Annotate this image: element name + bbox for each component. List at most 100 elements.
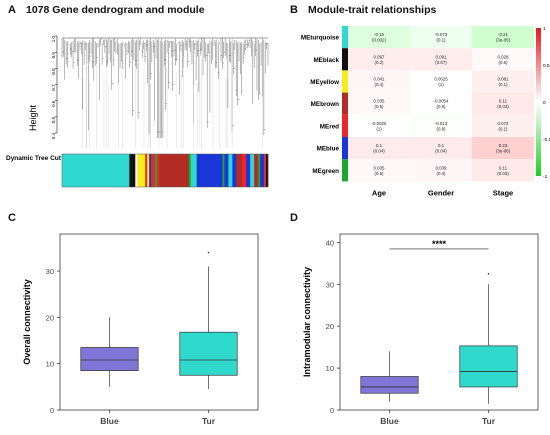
correlation-value: 0.11 [499, 165, 508, 170]
y-tick-label: 40 [326, 238, 334, 247]
module-swatch [342, 114, 348, 137]
correlation-value: 0.035 [374, 165, 386, 170]
correlation-value: 0.091 [436, 54, 448, 59]
panel-b-title: Module-trait relationships [308, 4, 437, 16]
p-value: (0.4) [374, 82, 384, 87]
significance-stars: **** [432, 239, 447, 249]
p-value: (3e-05) [496, 38, 511, 43]
p-value: (0.04) [373, 149, 385, 154]
correlation-value: 0.11 [499, 99, 508, 104]
correlation-value: 0.1 [376, 143, 383, 148]
colorbar-tick-label: 0.5 [543, 63, 550, 69]
module-band [147, 154, 150, 187]
p-value: (0.5) [374, 104, 384, 109]
dendrogram-y-tick-label: 0.6 [51, 100, 56, 107]
panel-a-title: 1078 Gene dendrogram and module [26, 4, 205, 16]
correlation-value: -0.013 [435, 121, 448, 126]
dendrogram-y-label: Height [28, 104, 38, 131]
module-name: MEturquoise [301, 35, 340, 42]
y-tick-label: 0 [330, 406, 334, 415]
module-name: MEgreen [312, 168, 339, 175]
module-band [129, 154, 136, 187]
p-value: (0.07) [435, 60, 447, 65]
heatmap-cell [410, 159, 472, 182]
panel-a-letter: A [8, 4, 16, 16]
p-value: (0.9) [436, 104, 446, 109]
y-tick-label: 10 [46, 360, 54, 369]
heatmap-cell [410, 70, 472, 93]
p-value: (0.002) [372, 38, 386, 43]
module-band [228, 154, 233, 187]
box-body [80, 347, 139, 371]
overall-connectivity-boxplot: Overall connectivity 0 10 20 30 Blue Tur [22, 233, 259, 426]
heatmap-cell [410, 48, 472, 71]
module-band [264, 154, 267, 187]
module-band [157, 154, 160, 187]
module-band [196, 154, 223, 187]
heatmap-cell [472, 26, 534, 49]
p-value: (0.03) [497, 104, 509, 109]
heatmap-cell [472, 159, 534, 182]
colorbar-rect [536, 28, 541, 176]
correlation-value: 0.028 [498, 54, 510, 59]
module-name: MEblue [317, 146, 340, 153]
correlation-value: 0.035 [374, 99, 386, 104]
tree-cut-label: Dynamic Tree Cut [6, 155, 62, 162]
module-bar-frame [61, 153, 269, 188]
module-trait-heatmap: MEturquoise -0.15(0.002)-0.073(0.1)-0.21(… [301, 26, 550, 197]
heatmap-cell [472, 114, 534, 137]
module-band [258, 154, 261, 187]
dendrogram-y-tick-label: 0.5 [51, 116, 56, 123]
dendrogram-y-tick-label: 0.7 [51, 84, 56, 91]
intramodular-connectivity-boxplot: Intramodular connectivity 0 10 20 30 40 Blue Tu… [302, 233, 539, 426]
module-band [250, 154, 255, 187]
module-swatch [342, 159, 348, 182]
module-band [151, 154, 156, 187]
dendrogram-y-tick-label: 0.8 [51, 68, 56, 75]
dendrogram-y-tick-label: 0.9 [51, 52, 56, 59]
p-value: (0.4) [436, 171, 446, 176]
module-band [190, 154, 197, 187]
plot-frame [339, 233, 539, 411]
p-value: (0.8) [436, 126, 446, 131]
correlation-value: 0.041 [374, 77, 386, 82]
heatmap-cell [348, 114, 410, 137]
heatmap-cell [472, 70, 534, 93]
heatmap-cell [410, 114, 472, 137]
module-name: MEyellow [310, 79, 339, 86]
heatmap-cell [472, 137, 534, 160]
heatmap-cell [348, 159, 410, 182]
module-band [155, 154, 158, 187]
heatmap-row: MEred -0.0025(1) -0.013(0.8) 0.074(0.1) [320, 114, 534, 137]
x-tick-label: Tur [482, 416, 496, 426]
colorbar-tick-label: -0.5 [543, 137, 550, 143]
trait-label: Gender [428, 188, 454, 197]
box-tur: Tur [179, 251, 238, 426]
p-value: (0.1) [498, 126, 508, 131]
module-swatch [342, 70, 348, 93]
heatmap-cell [348, 48, 410, 71]
heatmap-row: MEgreen 0.035(0.5) 0.039(0.4) 0.11(0.03) [312, 159, 534, 182]
correlation-value: 0.074 [498, 121, 510, 126]
heatmap-row: MEturquoise -0.15(0.002) -0.073(0.1) -0.21(… [301, 26, 534, 49]
panel-d-letter: D [290, 212, 298, 224]
box-blue: Blue [360, 351, 419, 426]
x-tick-label: Blue [380, 416, 399, 426]
dendrogram-y-tick-label: 1.0 [51, 36, 56, 43]
y-tick-label: 0 [50, 406, 54, 415]
correlation-value: -0.0054 [434, 99, 449, 104]
trait-label: Age [372, 188, 386, 197]
correlation-value: -0.0025 [372, 121, 387, 126]
module-band [254, 154, 259, 187]
y-axis-label: Intramodular connectivity [302, 267, 312, 377]
box-blue: Blue [80, 317, 139, 426]
p-value: (0.2) [374, 60, 384, 65]
heatmap-row: MEblack 0.097(0.2) 0.091(0.07) 0.028(0.6) [313, 48, 534, 71]
p-value: (0.1) [498, 82, 508, 87]
y-tick-label: 30 [326, 280, 334, 289]
heatmap-trait-labels: Age Gender Stage [372, 188, 513, 197]
heatmap-cell [472, 92, 534, 115]
module-name: MEblack [313, 57, 339, 64]
outlier-point [207, 251, 210, 254]
module-band [266, 154, 269, 187]
